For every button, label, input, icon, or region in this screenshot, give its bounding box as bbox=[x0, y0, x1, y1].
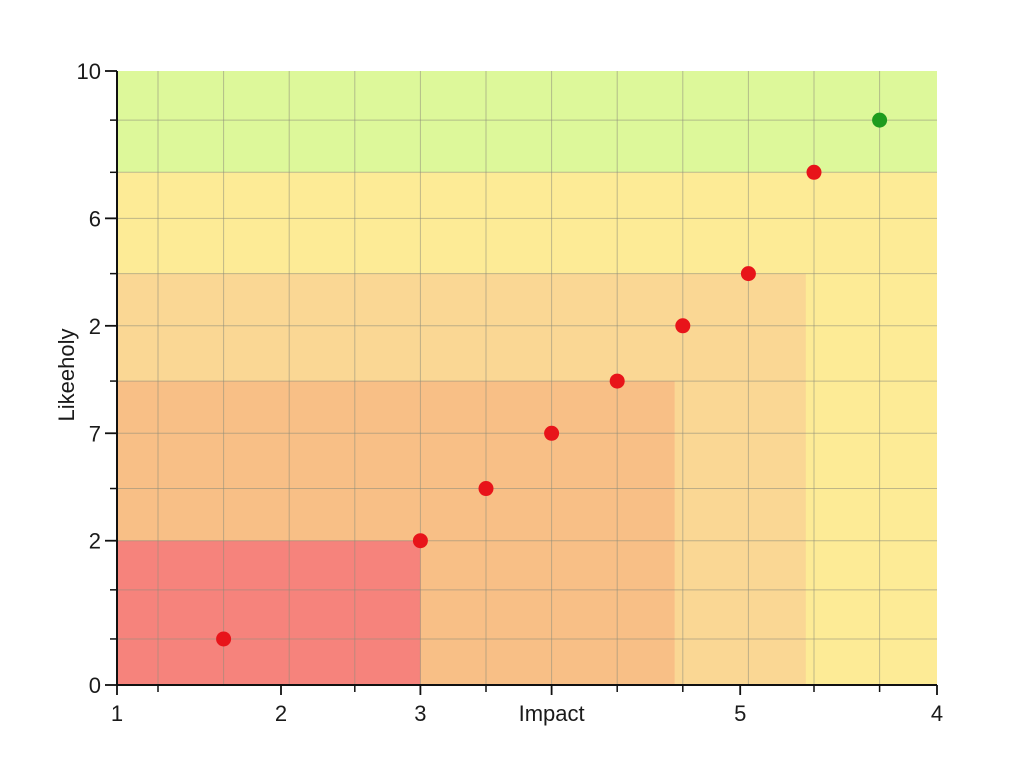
data-point bbox=[675, 318, 691, 334]
axis-ticks: 1 2 3 Impact 5 4 0 2 7 2 6 10 bbox=[77, 59, 944, 726]
data-points bbox=[216, 112, 888, 647]
grid-lines bbox=[117, 71, 937, 685]
y-tick-label: 6 bbox=[89, 206, 101, 231]
data-point bbox=[412, 533, 428, 549]
band-red bbox=[117, 540, 421, 685]
x-tick-label: 4 bbox=[931, 701, 943, 726]
band-green bbox=[117, 71, 937, 173]
data-point bbox=[544, 425, 560, 441]
x-tick-label: 5 bbox=[734, 701, 746, 726]
axes bbox=[116, 71, 937, 686]
x-tick-label: Impact bbox=[519, 701, 585, 726]
data-point bbox=[872, 112, 888, 128]
y-tick-label: 2 bbox=[89, 314, 101, 339]
x-tick-label: 2 bbox=[275, 701, 287, 726]
y-axis-title: Likeeholy bbox=[54, 329, 79, 422]
y-tick-label: 10 bbox=[77, 59, 101, 84]
y-tick-label: 2 bbox=[89, 529, 101, 554]
data-point bbox=[609, 373, 625, 389]
data-point bbox=[740, 266, 756, 282]
y-tick-label: 7 bbox=[89, 421, 101, 446]
x-tick-label: 3 bbox=[414, 701, 426, 726]
data-point bbox=[216, 631, 232, 647]
y-tick-label: 0 bbox=[89, 673, 101, 698]
data-point bbox=[478, 481, 494, 497]
data-point bbox=[806, 164, 822, 180]
risk-zones bbox=[117, 71, 937, 685]
x-tick-label: 1 bbox=[111, 701, 123, 726]
